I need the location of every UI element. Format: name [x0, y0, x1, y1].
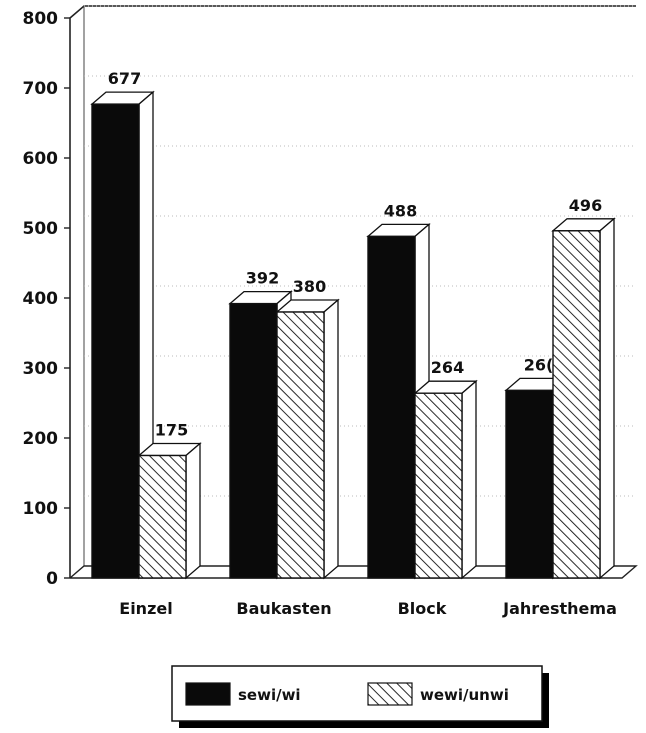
data-label: 488 — [384, 201, 417, 220]
bar-side — [461, 379, 477, 580]
bar — [413, 379, 478, 580]
data-label: 175 — [155, 421, 188, 440]
bar-front — [367, 235, 416, 579]
bar-side — [599, 217, 615, 580]
bar-side — [323, 298, 339, 580]
x-tick-label: Jahresthema — [502, 599, 617, 618]
y-tick-label: 600 — [23, 149, 59, 169]
bar-front — [138, 454, 187, 579]
bar — [275, 298, 340, 580]
data-label: 392 — [246, 269, 279, 288]
data-label: 380 — [293, 277, 326, 296]
bar — [137, 442, 202, 580]
x-tick-label: Einzel — [119, 599, 172, 618]
bar-front — [552, 230, 601, 579]
y-tick-label: 0 — [46, 569, 58, 589]
axes: 0 100 200 300 400 500 600 700 800 — [23, 5, 638, 589]
data-label: 496 — [569, 196, 602, 215]
data-label: 264 — [431, 358, 464, 377]
bar-front — [276, 311, 325, 579]
data-label: 677 — [108, 69, 141, 88]
bars — [90, 90, 616, 580]
legend-swatch — [367, 682, 413, 706]
y-tick-label: 300 — [23, 359, 59, 379]
y-tick-label: 500 — [23, 219, 59, 239]
bar-front — [414, 392, 463, 579]
y-tick-label: 700 — [23, 79, 59, 99]
x-tick-label: Baukasten — [236, 599, 331, 618]
legend-label: wewi/unwi — [420, 686, 509, 704]
y-tick-label: 400 — [23, 289, 59, 309]
labels: 677 175 Einzel 392 380 Baukasten 488 264 Block 26… — [108, 69, 617, 618]
x-tick-label: Block — [398, 599, 447, 618]
data-label: 26( — [524, 355, 554, 374]
y-tick-label: 800 — [23, 9, 59, 29]
legend-label: sewi/wi — [238, 686, 301, 704]
bar-front — [91, 103, 140, 579]
legend: sewi/wi wewi/unwi — [171, 665, 549, 728]
y-tick-label: 200 — [23, 429, 59, 449]
bar — [551, 217, 616, 580]
legend-swatch — [185, 682, 231, 706]
bar-front — [229, 302, 278, 579]
y-tick-label: 100 — [23, 499, 59, 519]
bar-front — [505, 389, 554, 579]
bar-side — [185, 442, 201, 580]
legend-box — [171, 665, 543, 722]
